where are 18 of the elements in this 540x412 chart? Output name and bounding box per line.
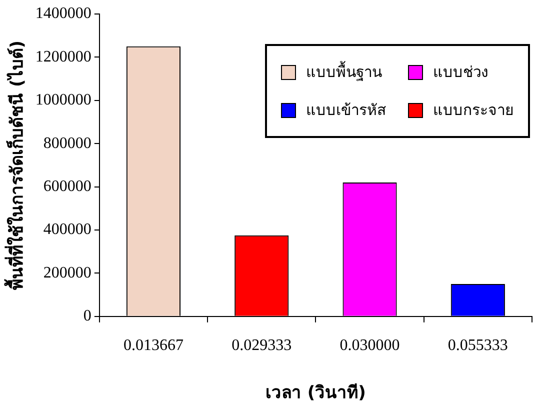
y-axis-title: พื้นที่ที่ใช้ในการจัดเก็บดัชนี (ไบต์) (4, 40, 28, 290)
x-tick-label: 0.029333 (232, 337, 292, 354)
y-tick-label: 1400000 (35, 5, 92, 22)
y-tick-label: 600000 (43, 178, 92, 196)
legend-label: แบบช่วง (433, 62, 488, 83)
y-tick-label: 800000 (43, 134, 92, 152)
legend-label: แบบเข้ารหัส (306, 100, 386, 121)
y-tick-label: 200000 (43, 264, 92, 282)
legend-label: แบบพื้นฐาน (306, 60, 382, 83)
y-tick-label: 1000000 (35, 92, 92, 109)
x-axis-title: เวลา (วินาที) (265, 382, 366, 404)
x-tick-label: 0.013667 (123, 337, 184, 354)
x-tick-label: 0.030000 (340, 337, 400, 354)
y-tick-label: 400000 (43, 221, 92, 238)
y-tick-label: 1200000 (35, 48, 92, 66)
x-tick-label: 0.055333 (448, 337, 508, 354)
legend-label: แบบกระจาย (433, 100, 514, 121)
y-tick-label: 0 (83, 308, 92, 325)
